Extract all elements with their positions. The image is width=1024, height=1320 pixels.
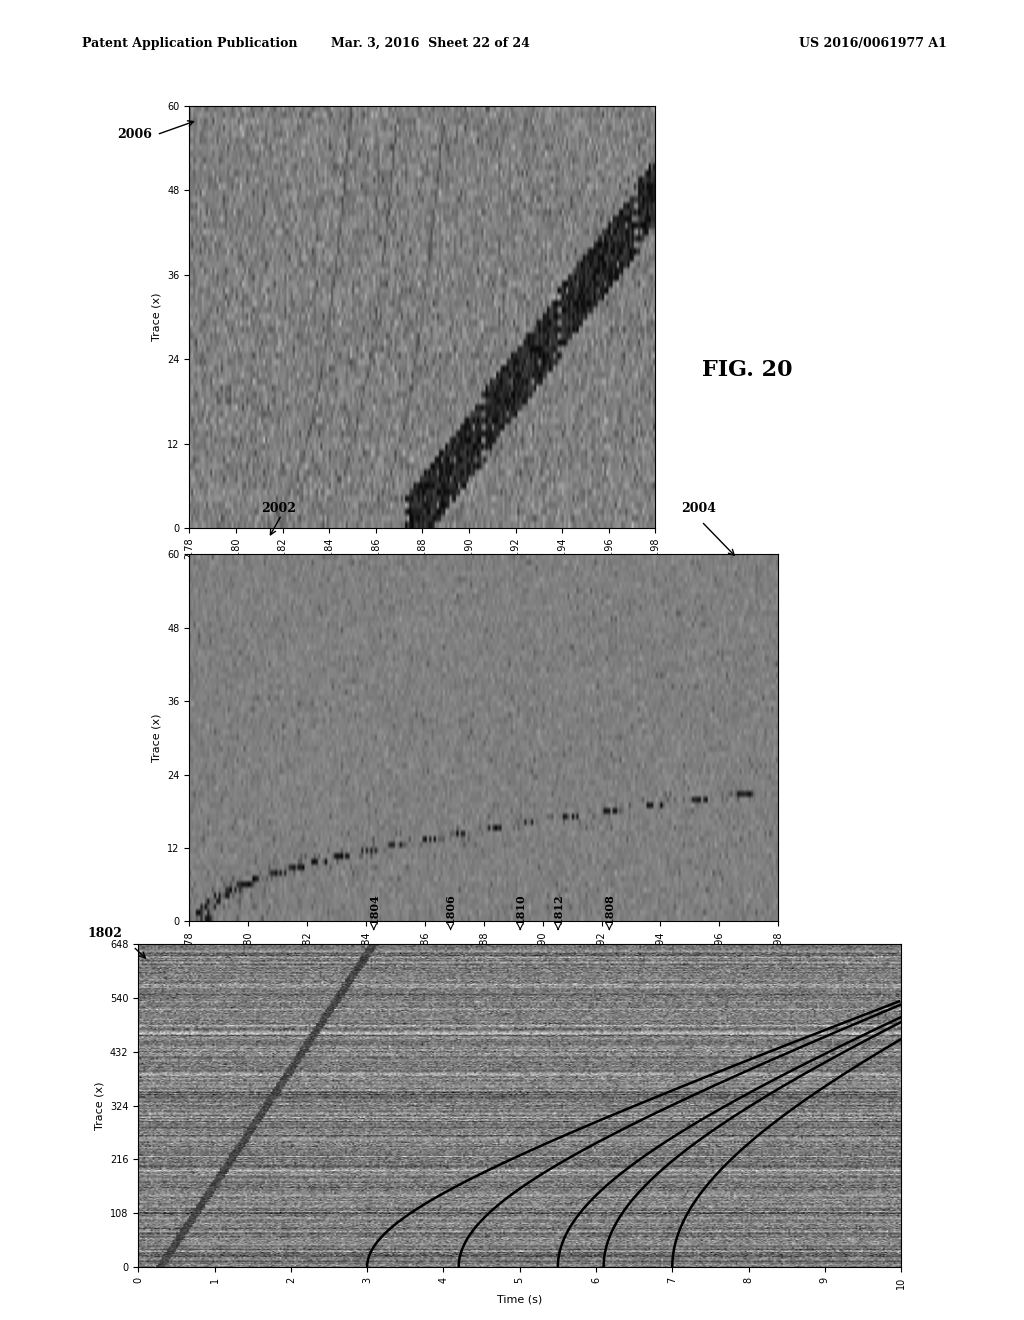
X-axis label: Time (s): Time (s) [461,958,507,969]
Y-axis label: Trace (x): Trace (x) [152,293,162,341]
Text: 1808: 1808 [604,894,614,924]
Text: 2006: 2006 [117,128,152,141]
Text: Patent Application Publication: Patent Application Publication [82,37,297,50]
Text: 1810: 1810 [515,894,525,924]
Text: 1806: 1806 [445,894,456,924]
Text: 1804: 1804 [369,894,379,924]
X-axis label: Time (s): Time (s) [497,1295,543,1304]
Text: Mar. 3, 2016  Sheet 22 of 24: Mar. 3, 2016 Sheet 22 of 24 [331,37,529,50]
Text: FIG. 20: FIG. 20 [702,359,793,380]
Y-axis label: Trace (x): Trace (x) [94,1081,104,1130]
Y-axis label: Trace (x): Trace (x) [152,714,162,762]
Text: US 2016/0061977 A1: US 2016/0061977 A1 [799,37,946,50]
Text: 1802: 1802 [87,927,122,940]
Text: 1812: 1812 [553,894,563,924]
Text: 2002: 2002 [261,502,296,515]
Text: 2004: 2004 [681,502,716,515]
X-axis label: Time (s): Time (s) [399,565,445,576]
